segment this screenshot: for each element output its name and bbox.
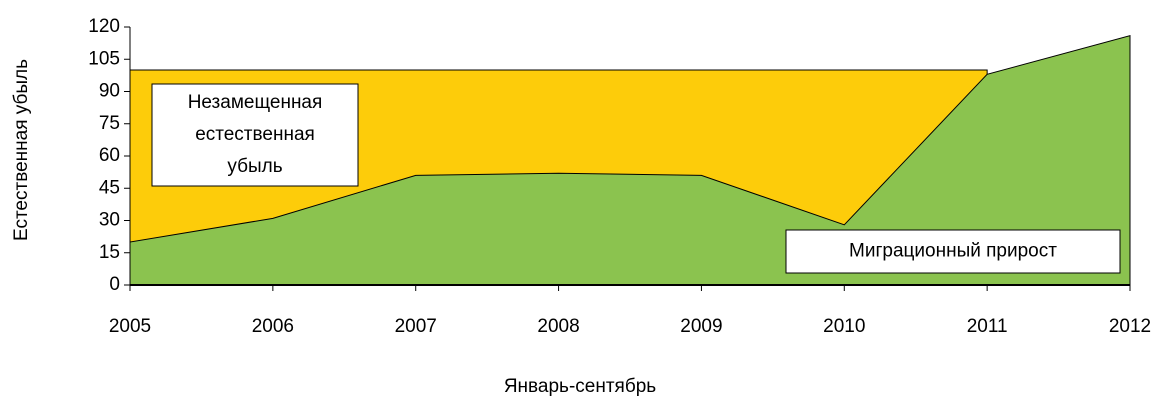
y-tick-label: 15 [99, 242, 120, 263]
y-tick-label: 30 [99, 210, 120, 231]
x-tick-label: 2005 [109, 316, 151, 337]
y-tick-label: 60 [99, 145, 120, 166]
x-tick-label: 2008 [537, 316, 579, 337]
x-tick-label: 2012 [1109, 316, 1151, 337]
x-axis-title: Январь-сентябрь [504, 376, 656, 397]
y-tick-label: 75 [99, 113, 120, 134]
annotation-text: Незамещенная [188, 92, 323, 113]
x-tick-label: 2011 [967, 316, 1008, 337]
x-tick-label: 2006 [252, 316, 294, 337]
x-tick-label: 2010 [823, 316, 865, 337]
area [129, 34, 1131, 286]
y-tick-label: 90 [99, 81, 120, 102]
annotation-box [785, 229, 1121, 274]
annotation-box [151, 83, 359, 187]
y-tick-label: 0 [109, 274, 120, 295]
x-tick-label: 2007 [395, 316, 437, 337]
annotation-text: Миграционный прирост [849, 241, 1057, 262]
y-tick-label: 45 [99, 177, 120, 198]
annotation-text: естественная [195, 124, 315, 145]
annotation-text: убыль [227, 156, 282, 177]
y-tick-label: 120 [88, 16, 120, 37]
y-axis-title: Естественная убыль [11, 59, 32, 241]
y-tick-label: 105 [88, 48, 120, 69]
x-tick-label: 2009 [680, 316, 722, 337]
